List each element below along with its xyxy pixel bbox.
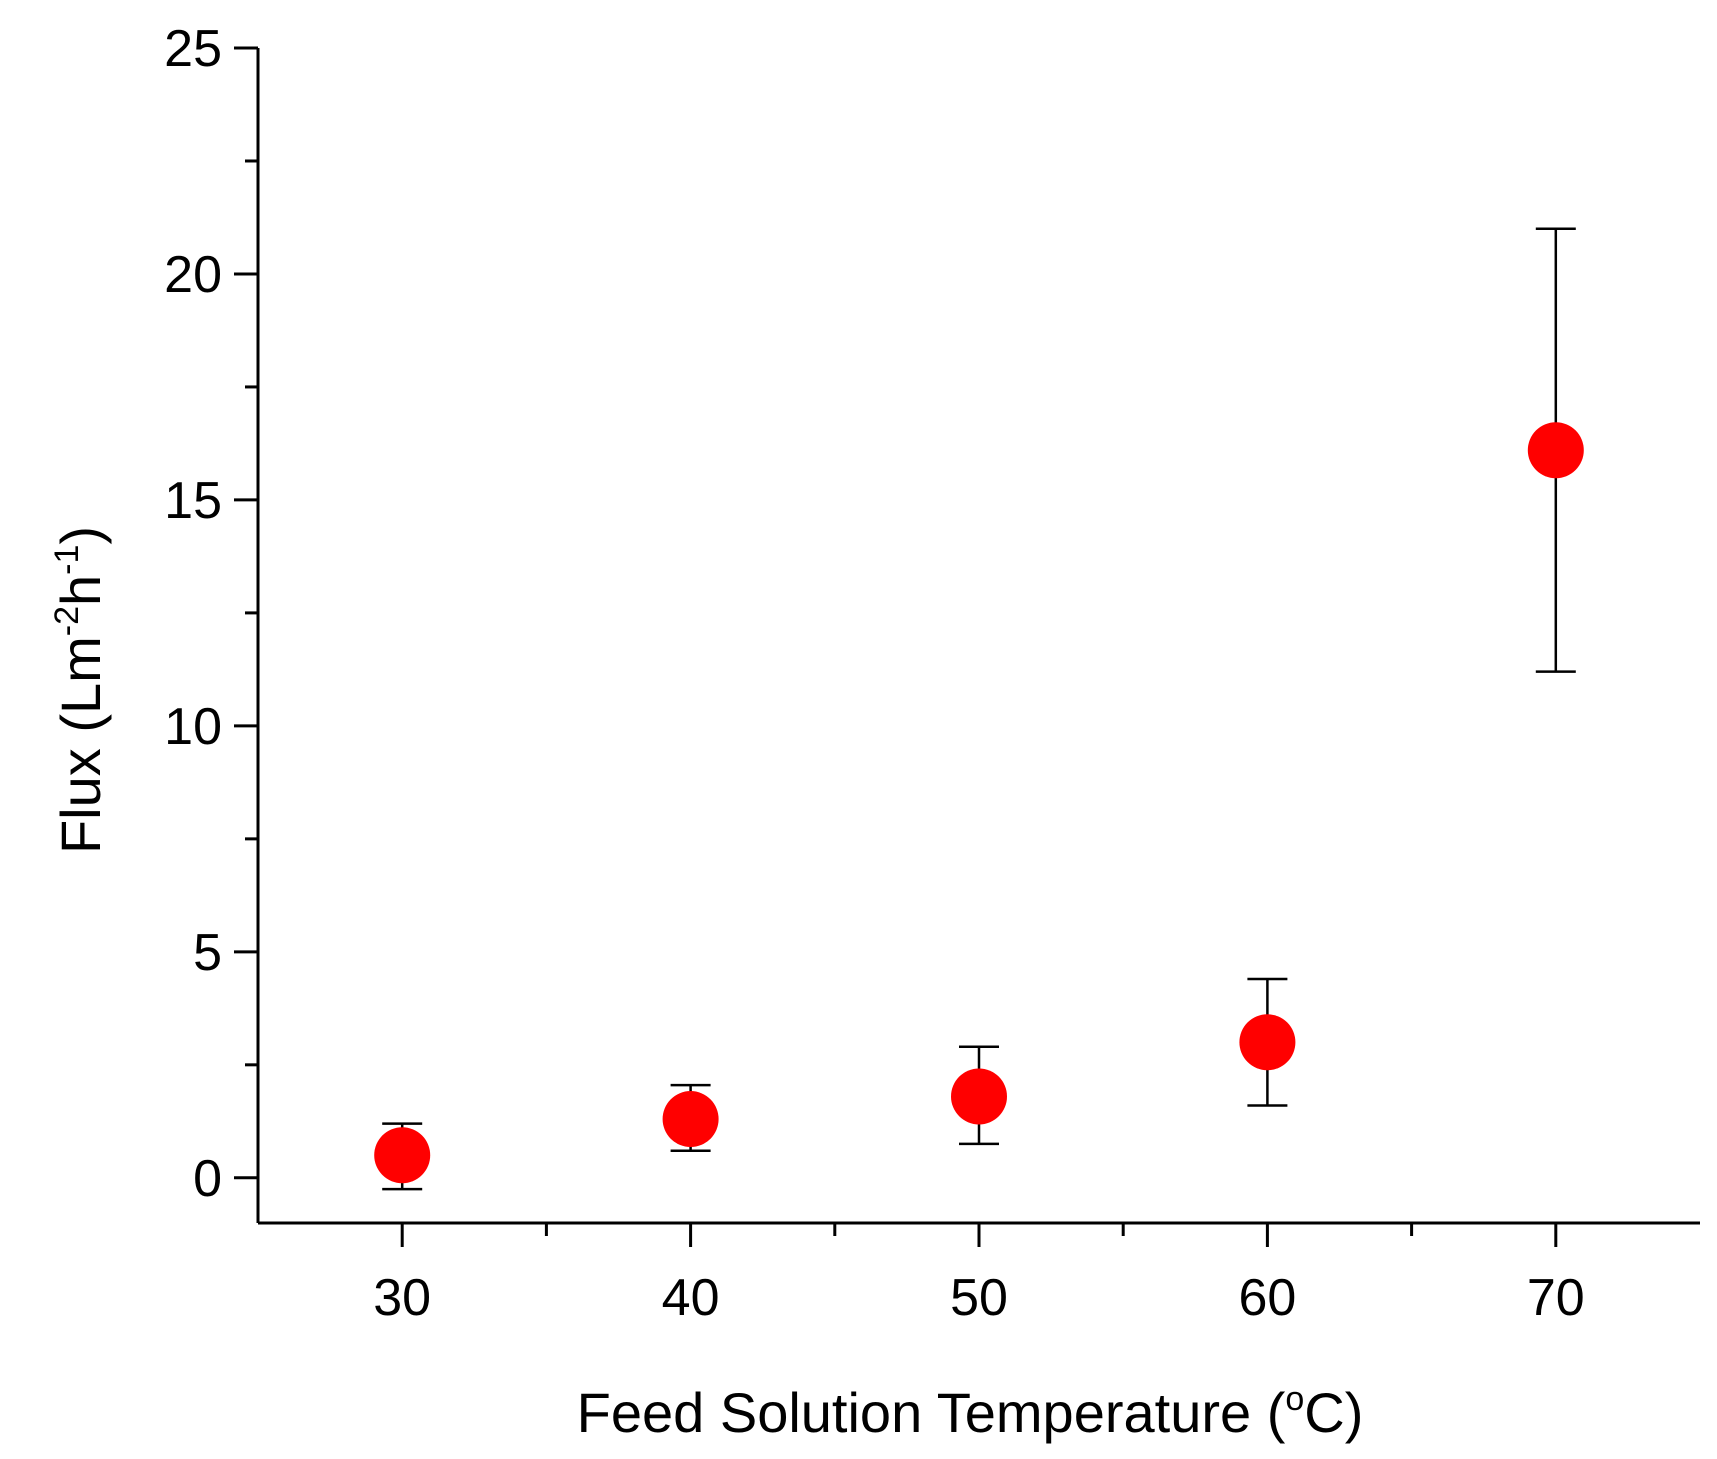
y-tick-label: 0 [193,1150,222,1208]
data-points [374,422,1584,1184]
y-axis-title: Flux (Lm-2h-1) [48,526,112,854]
x-tick-label: 40 [662,1269,720,1327]
data-point [951,1068,1007,1125]
y-tick-label: 25 [164,20,222,78]
x-axis-ticks: 30 40 50 60 70 [373,1223,1585,1327]
y-tick-label: 5 [193,924,222,982]
y-tick-label: 10 [164,698,222,756]
y-axis-ticks: 0 5 10 15 20 25 [164,20,258,1208]
y-tick-label: 20 [164,246,222,304]
data-point [662,1091,719,1148]
x-tick-label: 70 [1527,1269,1585,1327]
data-point [1239,1014,1296,1071]
error-bars [382,227,1576,1191]
y-tick-label: 15 [164,472,222,530]
x-axis-title: Feed Solution Temperature (oC) [577,1380,1364,1444]
data-point [1527,422,1584,479]
data-point [374,1127,431,1184]
x-tick-label: 60 [1238,1269,1296,1327]
x-tick-label: 50 [950,1269,1008,1327]
x-tick-label: 30 [373,1269,431,1327]
